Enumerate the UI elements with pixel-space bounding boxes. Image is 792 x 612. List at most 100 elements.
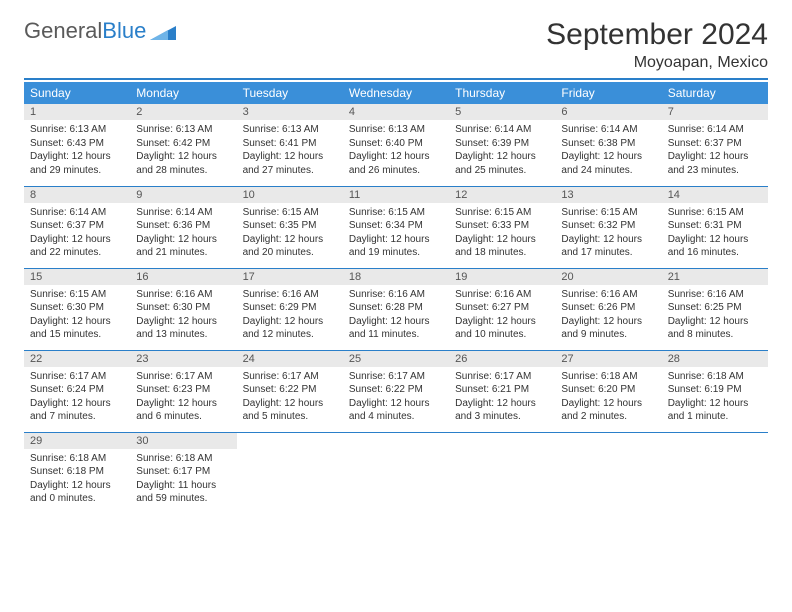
daylight-line1: Daylight: 12 hours xyxy=(349,233,443,247)
daylight-line1: Daylight: 12 hours xyxy=(561,233,655,247)
daylight-line1: Daylight: 12 hours xyxy=(136,315,230,329)
calendar-day-cell: 22Sunrise: 6:17 AMSunset: 6:24 PMDayligh… xyxy=(24,350,130,432)
sunset-text: Sunset: 6:18 PM xyxy=(30,465,124,479)
sunset-text: Sunset: 6:36 PM xyxy=(136,219,230,233)
title-block: September 2024 Moyoapan, Mexico xyxy=(546,18,768,72)
daylight-line1: Daylight: 12 hours xyxy=(455,315,549,329)
sunrise-text: Sunrise: 6:13 AM xyxy=(349,123,443,137)
sunset-text: Sunset: 6:43 PM xyxy=(30,137,124,151)
day-details: Sunrise: 6:18 AMSunset: 6:19 PMDaylight:… xyxy=(662,367,768,430)
day-details: Sunrise: 6:16 AMSunset: 6:27 PMDaylight:… xyxy=(449,285,555,348)
calendar-day-cell xyxy=(237,432,343,514)
calendar-week-row: 8Sunrise: 6:14 AMSunset: 6:37 PMDaylight… xyxy=(24,186,768,268)
col-tuesday: Tuesday xyxy=(237,82,343,104)
header: GeneralBlue September 2024 Moyoapan, Mex… xyxy=(24,18,768,72)
calendar-day-cell: 21Sunrise: 6:16 AMSunset: 6:25 PMDayligh… xyxy=(662,268,768,350)
sunset-text: Sunset: 6:42 PM xyxy=(136,137,230,151)
day-number: 21 xyxy=(662,269,768,285)
daylight-line2: and 59 minutes. xyxy=(136,492,230,506)
sunrise-text: Sunrise: 6:17 AM xyxy=(243,370,337,384)
calendar-day-cell: 13Sunrise: 6:15 AMSunset: 6:32 PMDayligh… xyxy=(555,186,661,268)
day-number: 2 xyxy=(130,104,236,120)
calendar-day-cell: 7Sunrise: 6:14 AMSunset: 6:37 PMDaylight… xyxy=(662,104,768,186)
sunset-text: Sunset: 6:40 PM xyxy=(349,137,443,151)
day-number: 12 xyxy=(449,187,555,203)
sunset-text: Sunset: 6:19 PM xyxy=(668,383,762,397)
day-number: 17 xyxy=(237,269,343,285)
daylight-line2: and 15 minutes. xyxy=(30,328,124,342)
day-details: Sunrise: 6:15 AMSunset: 6:33 PMDaylight:… xyxy=(449,203,555,266)
day-details: Sunrise: 6:14 AMSunset: 6:37 PMDaylight:… xyxy=(24,203,130,266)
day-number: 28 xyxy=(662,351,768,367)
day-number: 24 xyxy=(237,351,343,367)
sunset-text: Sunset: 6:33 PM xyxy=(455,219,549,233)
calendar-day-cell: 14Sunrise: 6:15 AMSunset: 6:31 PMDayligh… xyxy=(662,186,768,268)
daylight-line1: Daylight: 12 hours xyxy=(455,150,549,164)
daylight-line2: and 18 minutes. xyxy=(455,246,549,260)
col-friday: Friday xyxy=(555,82,661,104)
calendar-week-row: 1Sunrise: 6:13 AMSunset: 6:43 PMDaylight… xyxy=(24,104,768,186)
calendar-day-cell: 27Sunrise: 6:18 AMSunset: 6:20 PMDayligh… xyxy=(555,350,661,432)
daylight-line1: Daylight: 12 hours xyxy=(30,479,124,493)
day-number: 30 xyxy=(130,433,236,449)
brand-name-2: Blue xyxy=(102,18,146,44)
daylight-line1: Daylight: 12 hours xyxy=(30,315,124,329)
sunset-text: Sunset: 6:34 PM xyxy=(349,219,443,233)
sunset-text: Sunset: 6:39 PM xyxy=(455,137,549,151)
daylight-line2: and 20 minutes. xyxy=(243,246,337,260)
daylight-line2: and 25 minutes. xyxy=(455,164,549,178)
day-details: Sunrise: 6:18 AMSunset: 6:17 PMDaylight:… xyxy=(130,449,236,512)
daylight-line2: and 28 minutes. xyxy=(136,164,230,178)
page-title: September 2024 xyxy=(546,18,768,52)
day-number: 7 xyxy=(662,104,768,120)
daylight-line2: and 19 minutes. xyxy=(349,246,443,260)
day-details: Sunrise: 6:17 AMSunset: 6:22 PMDaylight:… xyxy=(343,367,449,430)
daylight-line1: Daylight: 12 hours xyxy=(30,150,124,164)
calendar-day-cell: 1Sunrise: 6:13 AMSunset: 6:43 PMDaylight… xyxy=(24,104,130,186)
day-details: Sunrise: 6:13 AMSunset: 6:42 PMDaylight:… xyxy=(130,120,236,183)
daylight-line1: Daylight: 12 hours xyxy=(668,315,762,329)
daylight-line1: Daylight: 12 hours xyxy=(561,150,655,164)
sunrise-text: Sunrise: 6:16 AM xyxy=(561,288,655,302)
day-number: 10 xyxy=(237,187,343,203)
sunset-text: Sunset: 6:22 PM xyxy=(349,383,443,397)
daylight-line2: and 11 minutes. xyxy=(349,328,443,342)
day-details: Sunrise: 6:18 AMSunset: 6:20 PMDaylight:… xyxy=(555,367,661,430)
sunset-text: Sunset: 6:29 PM xyxy=(243,301,337,315)
day-number: 1 xyxy=(24,104,130,120)
daylight-line1: Daylight: 12 hours xyxy=(349,315,443,329)
day-number: 22 xyxy=(24,351,130,367)
daylight-line2: and 2 minutes. xyxy=(561,410,655,424)
calendar-week-row: 15Sunrise: 6:15 AMSunset: 6:30 PMDayligh… xyxy=(24,268,768,350)
sunset-text: Sunset: 6:17 PM xyxy=(136,465,230,479)
brand-logo: GeneralBlue xyxy=(24,18,176,44)
sunset-text: Sunset: 6:22 PM xyxy=(243,383,337,397)
sunset-text: Sunset: 6:31 PM xyxy=(668,219,762,233)
daylight-line1: Daylight: 12 hours xyxy=(455,233,549,247)
sunrise-text: Sunrise: 6:15 AM xyxy=(455,206,549,220)
day-details: Sunrise: 6:16 AMSunset: 6:30 PMDaylight:… xyxy=(130,285,236,348)
sunrise-text: Sunrise: 6:17 AM xyxy=(455,370,549,384)
calendar-day-cell: 20Sunrise: 6:16 AMSunset: 6:26 PMDayligh… xyxy=(555,268,661,350)
day-number: 4 xyxy=(343,104,449,120)
daylight-line2: and 8 minutes. xyxy=(668,328,762,342)
day-number: 25 xyxy=(343,351,449,367)
calendar-day-cell: 24Sunrise: 6:17 AMSunset: 6:22 PMDayligh… xyxy=(237,350,343,432)
sunset-text: Sunset: 6:25 PM xyxy=(668,301,762,315)
daylight-line2: and 29 minutes. xyxy=(30,164,124,178)
daylight-line1: Daylight: 12 hours xyxy=(30,397,124,411)
sunset-text: Sunset: 6:35 PM xyxy=(243,219,337,233)
day-number: 13 xyxy=(555,187,661,203)
day-number: 3 xyxy=(237,104,343,120)
daylight-line2: and 16 minutes. xyxy=(668,246,762,260)
sunrise-text: Sunrise: 6:14 AM xyxy=(561,123,655,137)
sunrise-text: Sunrise: 6:14 AM xyxy=(455,123,549,137)
daylight-line1: Daylight: 12 hours xyxy=(349,397,443,411)
calendar-day-cell: 10Sunrise: 6:15 AMSunset: 6:35 PMDayligh… xyxy=(237,186,343,268)
day-details: Sunrise: 6:17 AMSunset: 6:23 PMDaylight:… xyxy=(130,367,236,430)
sunrise-text: Sunrise: 6:17 AM xyxy=(30,370,124,384)
calendar-day-cell: 30Sunrise: 6:18 AMSunset: 6:17 PMDayligh… xyxy=(130,432,236,514)
day-details: Sunrise: 6:14 AMSunset: 6:37 PMDaylight:… xyxy=(662,120,768,183)
day-details: Sunrise: 6:17 AMSunset: 6:21 PMDaylight:… xyxy=(449,367,555,430)
daylight-line1: Daylight: 12 hours xyxy=(561,397,655,411)
